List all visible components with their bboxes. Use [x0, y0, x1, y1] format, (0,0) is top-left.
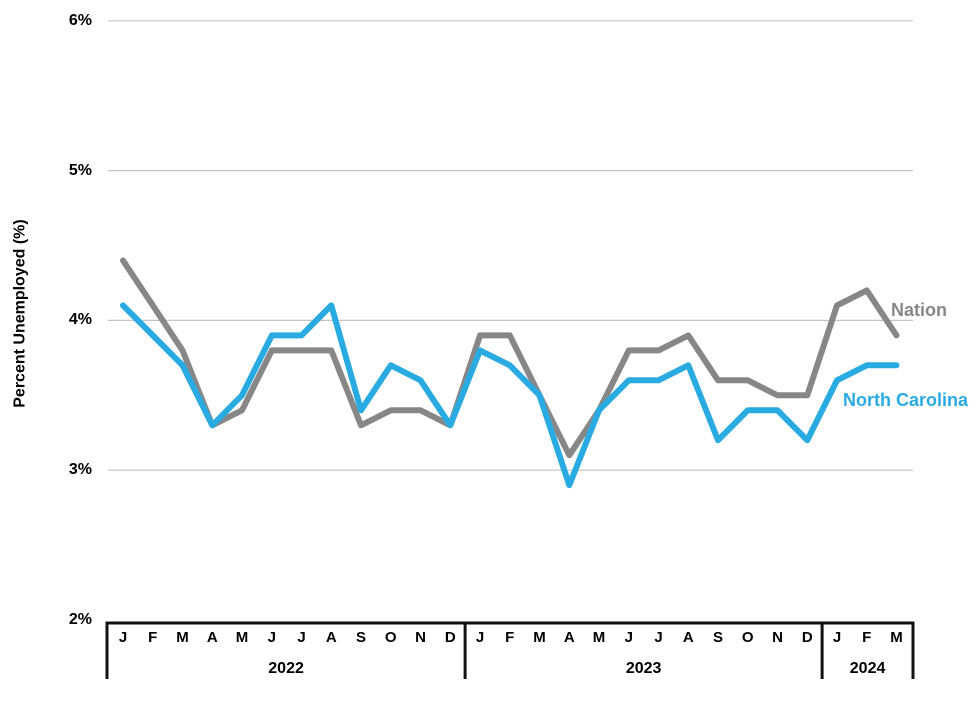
x-month-label: O [384, 629, 397, 646]
north-carolina-line [120, 302, 900, 489]
x-year-label: 2023 [625, 660, 662, 677]
y-tick-label-5: 5% [68, 162, 92, 179]
x-month-label: A [682, 629, 694, 646]
nation-line [120, 257, 900, 459]
x-month-label: M [176, 629, 189, 646]
x-month-label: M [592, 629, 606, 646]
x-month-label: S [712, 629, 723, 646]
x-month-label: J [654, 629, 663, 646]
x-month-label: F [862, 629, 872, 646]
north-carolina-line-label: North Carolina [843, 390, 969, 410]
x-month-label: A [563, 629, 575, 646]
x-month-label: D [444, 629, 456, 646]
x-month-label: J [118, 629, 128, 646]
x-month-label: N [772, 629, 783, 646]
x-month-label: J [832, 629, 842, 646]
x-month-label: J [624, 629, 633, 646]
x-year-label: 2022 [268, 660, 304, 677]
x-month-label: S [355, 629, 366, 646]
x-month-label: A [325, 629, 337, 646]
x-month-label: J [267, 629, 276, 646]
y-axis-title: Percent Unemployed (%) [11, 219, 29, 408]
x-year-label: 2024 [849, 660, 886, 677]
nation-line-label: Nation [891, 300, 947, 320]
x-month-label: F [505, 629, 515, 646]
x-month-label: F [148, 629, 158, 646]
y-tick-label-4: 4% [68, 311, 92, 328]
y-tick-label-6: 6% [68, 12, 92, 29]
x-month-label: A [206, 629, 218, 646]
x-month-label: M [533, 629, 546, 646]
x-month-label: J [297, 629, 306, 646]
y-tick-label-3: 3% [68, 461, 92, 478]
x-month-label: D [801, 629, 813, 646]
x-month-label: J [475, 629, 485, 646]
x-month-label: M [235, 629, 249, 646]
x-month-label: O [741, 629, 754, 646]
x-month-label: M [890, 629, 903, 646]
y-tick-label-2: 2% [68, 611, 92, 628]
x-month-label: N [415, 629, 426, 646]
